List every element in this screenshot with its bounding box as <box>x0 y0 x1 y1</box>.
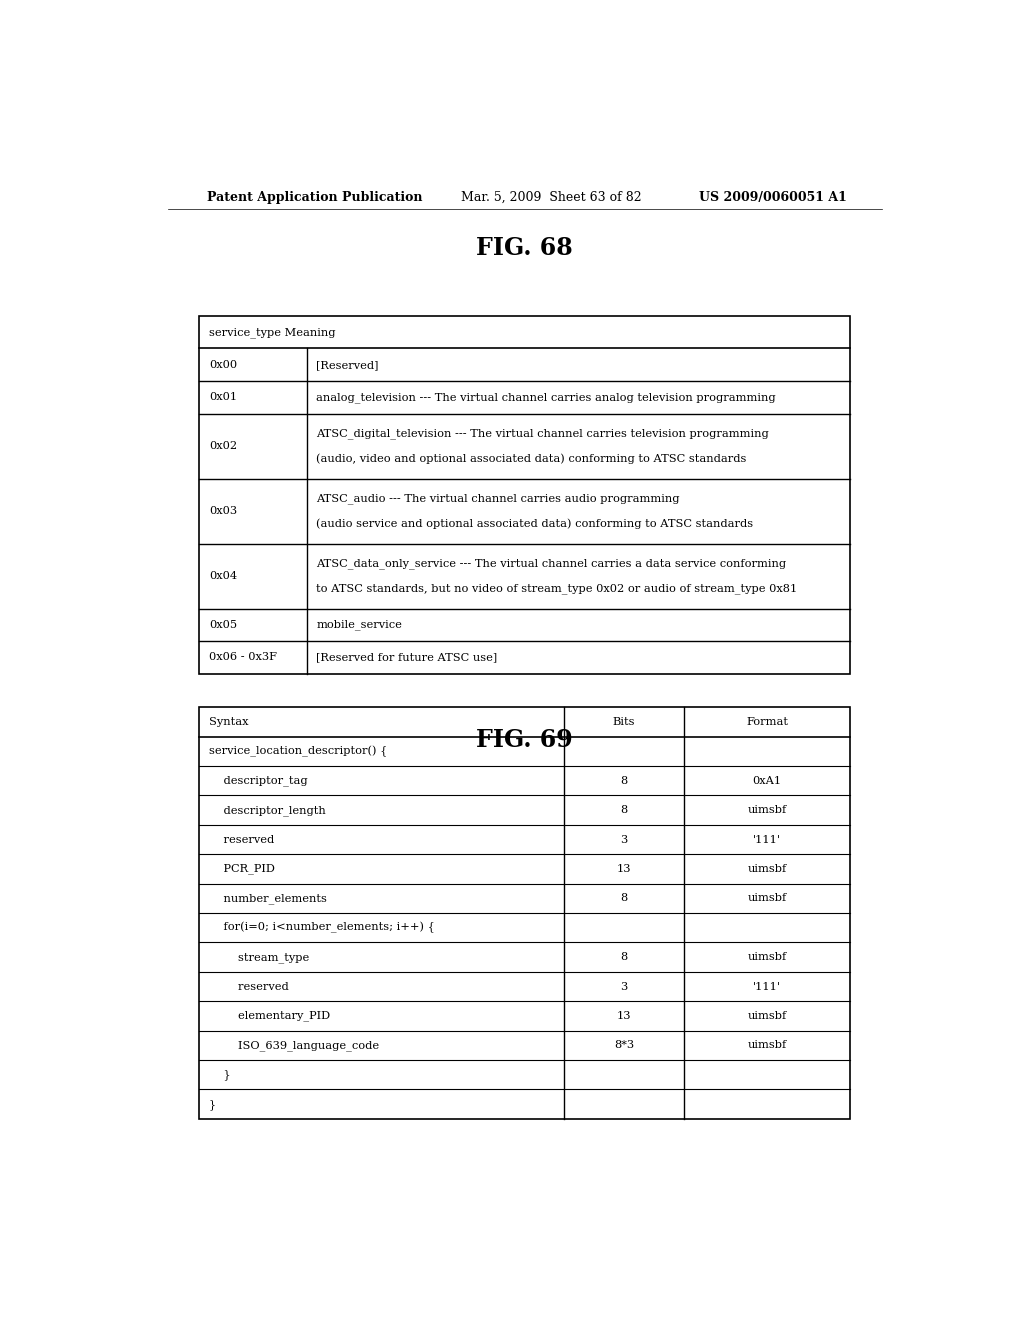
Text: 8: 8 <box>621 952 628 962</box>
Text: Mar. 5, 2009  Sheet 63 of 82: Mar. 5, 2009 Sheet 63 of 82 <box>461 190 642 203</box>
Text: stream_type: stream_type <box>209 952 309 962</box>
Text: ATSC_data_only_service --- The virtual channel carries a data service conforming: ATSC_data_only_service --- The virtual c… <box>316 558 786 569</box>
Text: 0x02: 0x02 <box>209 441 238 451</box>
Text: 13: 13 <box>616 1011 631 1020</box>
Text: 3: 3 <box>621 834 628 845</box>
Text: uimsbf: uimsbf <box>748 805 786 816</box>
Text: ATSC_digital_television --- The virtual channel carries television programming: ATSC_digital_television --- The virtual … <box>316 428 769 440</box>
Text: 0x05: 0x05 <box>209 620 238 630</box>
Text: 0x03: 0x03 <box>209 506 238 516</box>
Text: number_elements: number_elements <box>209 894 327 904</box>
Text: elementary_PID: elementary_PID <box>209 1011 330 1022</box>
Text: uimsbf: uimsbf <box>748 894 786 903</box>
Text: descriptor_length: descriptor_length <box>209 805 326 816</box>
Text: uimsbf: uimsbf <box>748 865 786 874</box>
Text: 0x04: 0x04 <box>209 572 238 581</box>
Text: uimsbf: uimsbf <box>748 952 786 962</box>
Bar <box>200 315 850 673</box>
Bar <box>200 708 850 1119</box>
Text: }: } <box>209 1098 216 1110</box>
Text: 8: 8 <box>621 776 628 785</box>
Text: ISO_639_language_code: ISO_639_language_code <box>209 1040 379 1051</box>
Text: 8*3: 8*3 <box>614 1040 634 1051</box>
Text: 0x06 - 0x3F: 0x06 - 0x3F <box>209 652 276 663</box>
Text: FIG. 68: FIG. 68 <box>476 236 573 260</box>
Text: for(i=0; i<number_elements; i++) {: for(i=0; i<number_elements; i++) { <box>209 923 435 933</box>
Text: Bits: Bits <box>612 717 635 727</box>
Text: 3: 3 <box>621 982 628 991</box>
Text: Patent Application Publication: Patent Application Publication <box>207 190 423 203</box>
Text: 0xA1: 0xA1 <box>753 776 781 785</box>
Text: [Reserved]: [Reserved] <box>316 360 379 370</box>
Text: mobile_service: mobile_service <box>316 619 402 630</box>
Text: analog_television --- The virtual channel carries analog television programming: analog_television --- The virtual channe… <box>316 392 776 403</box>
Text: (audio, video and optional associated data) conforming to ATSC standards: (audio, video and optional associated da… <box>316 453 746 463</box>
Text: 8: 8 <box>621 894 628 903</box>
Text: service_type Meaning: service_type Meaning <box>209 327 336 338</box>
Text: reserved: reserved <box>209 982 289 991</box>
Text: 0x01: 0x01 <box>209 392 238 403</box>
Text: 0x00: 0x00 <box>209 360 238 370</box>
Text: uimsbf: uimsbf <box>748 1040 786 1051</box>
Text: Syntax: Syntax <box>209 717 249 727</box>
Text: 8: 8 <box>621 805 628 816</box>
Text: Format: Format <box>746 717 788 727</box>
Text: ATSC_audio --- The virtual channel carries audio programming: ATSC_audio --- The virtual channel carri… <box>316 494 680 504</box>
Text: descriptor_tag: descriptor_tag <box>209 775 307 787</box>
Text: US 2009/0060051 A1: US 2009/0060051 A1 <box>699 190 847 203</box>
Text: to ATSC standards, but no video of stream_type 0x02 or audio of stream_type 0x81: to ATSC standards, but no video of strea… <box>316 583 798 594</box>
Text: service_location_descriptor() {: service_location_descriptor() { <box>209 746 387 758</box>
Text: }: } <box>209 1069 230 1080</box>
Text: [Reserved for future ATSC use]: [Reserved for future ATSC use] <box>316 652 498 663</box>
Text: FIG. 69: FIG. 69 <box>476 727 573 752</box>
Text: (audio service and optional associated data) conforming to ATSC standards: (audio service and optional associated d… <box>316 519 754 529</box>
Text: '111': '111' <box>754 982 781 991</box>
Text: 13: 13 <box>616 865 631 874</box>
Text: reserved: reserved <box>209 834 274 845</box>
Text: '111': '111' <box>754 834 781 845</box>
Text: uimsbf: uimsbf <box>748 1011 786 1020</box>
Text: PCR_PID: PCR_PID <box>209 863 274 874</box>
